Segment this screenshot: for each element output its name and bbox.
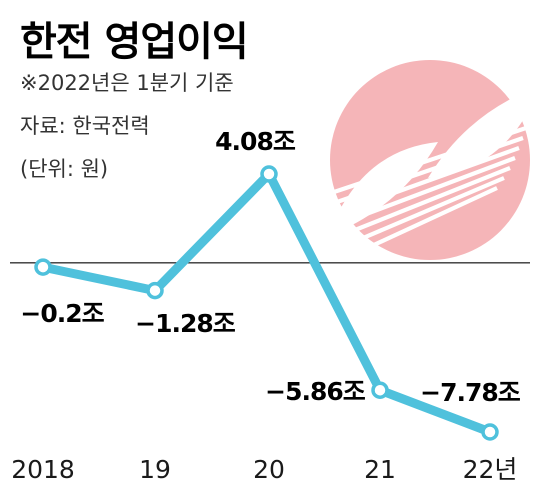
x-tick-label-19: 19	[139, 455, 171, 484]
x-tick-label-21: 21	[364, 455, 396, 484]
data-point-2018	[34, 258, 52, 276]
x-tick-label-20: 20	[253, 455, 285, 484]
logo-swoosh-left	[328, 142, 438, 236]
series-layer	[34, 165, 499, 441]
kepco-logo	[328, 60, 540, 260]
x-tick-label-2018: 2018	[11, 455, 75, 484]
data-point-21	[371, 381, 389, 399]
data-point-20	[260, 165, 278, 183]
data-label-20: 4.08조	[215, 127, 296, 156]
x-axis: 2018 19 20 21 22년	[11, 455, 517, 484]
chart-source: 자료: 한국전력	[20, 114, 150, 138]
data-label-21: −5.86조	[265, 377, 366, 406]
data-label-2018: −0.2조	[20, 299, 104, 328]
chart-note: ※2022년은 1분기 기준	[20, 71, 234, 95]
data-point-19	[146, 281, 164, 300]
chart-unit: (단위: 원)	[20, 157, 108, 181]
data-label-22년: −7.78조	[420, 378, 521, 407]
data-point-22년	[481, 423, 499, 441]
x-tick-label-22년: 22년	[463, 455, 518, 484]
logo-swoosh-right	[428, 86, 540, 178]
label-layer: −0.2조 −1.28조 4.08조 −5.86조 −7.78조	[20, 127, 521, 407]
data-label-19: −1.28조	[135, 309, 236, 338]
chart-title: 한전 영업이익	[20, 19, 248, 65]
